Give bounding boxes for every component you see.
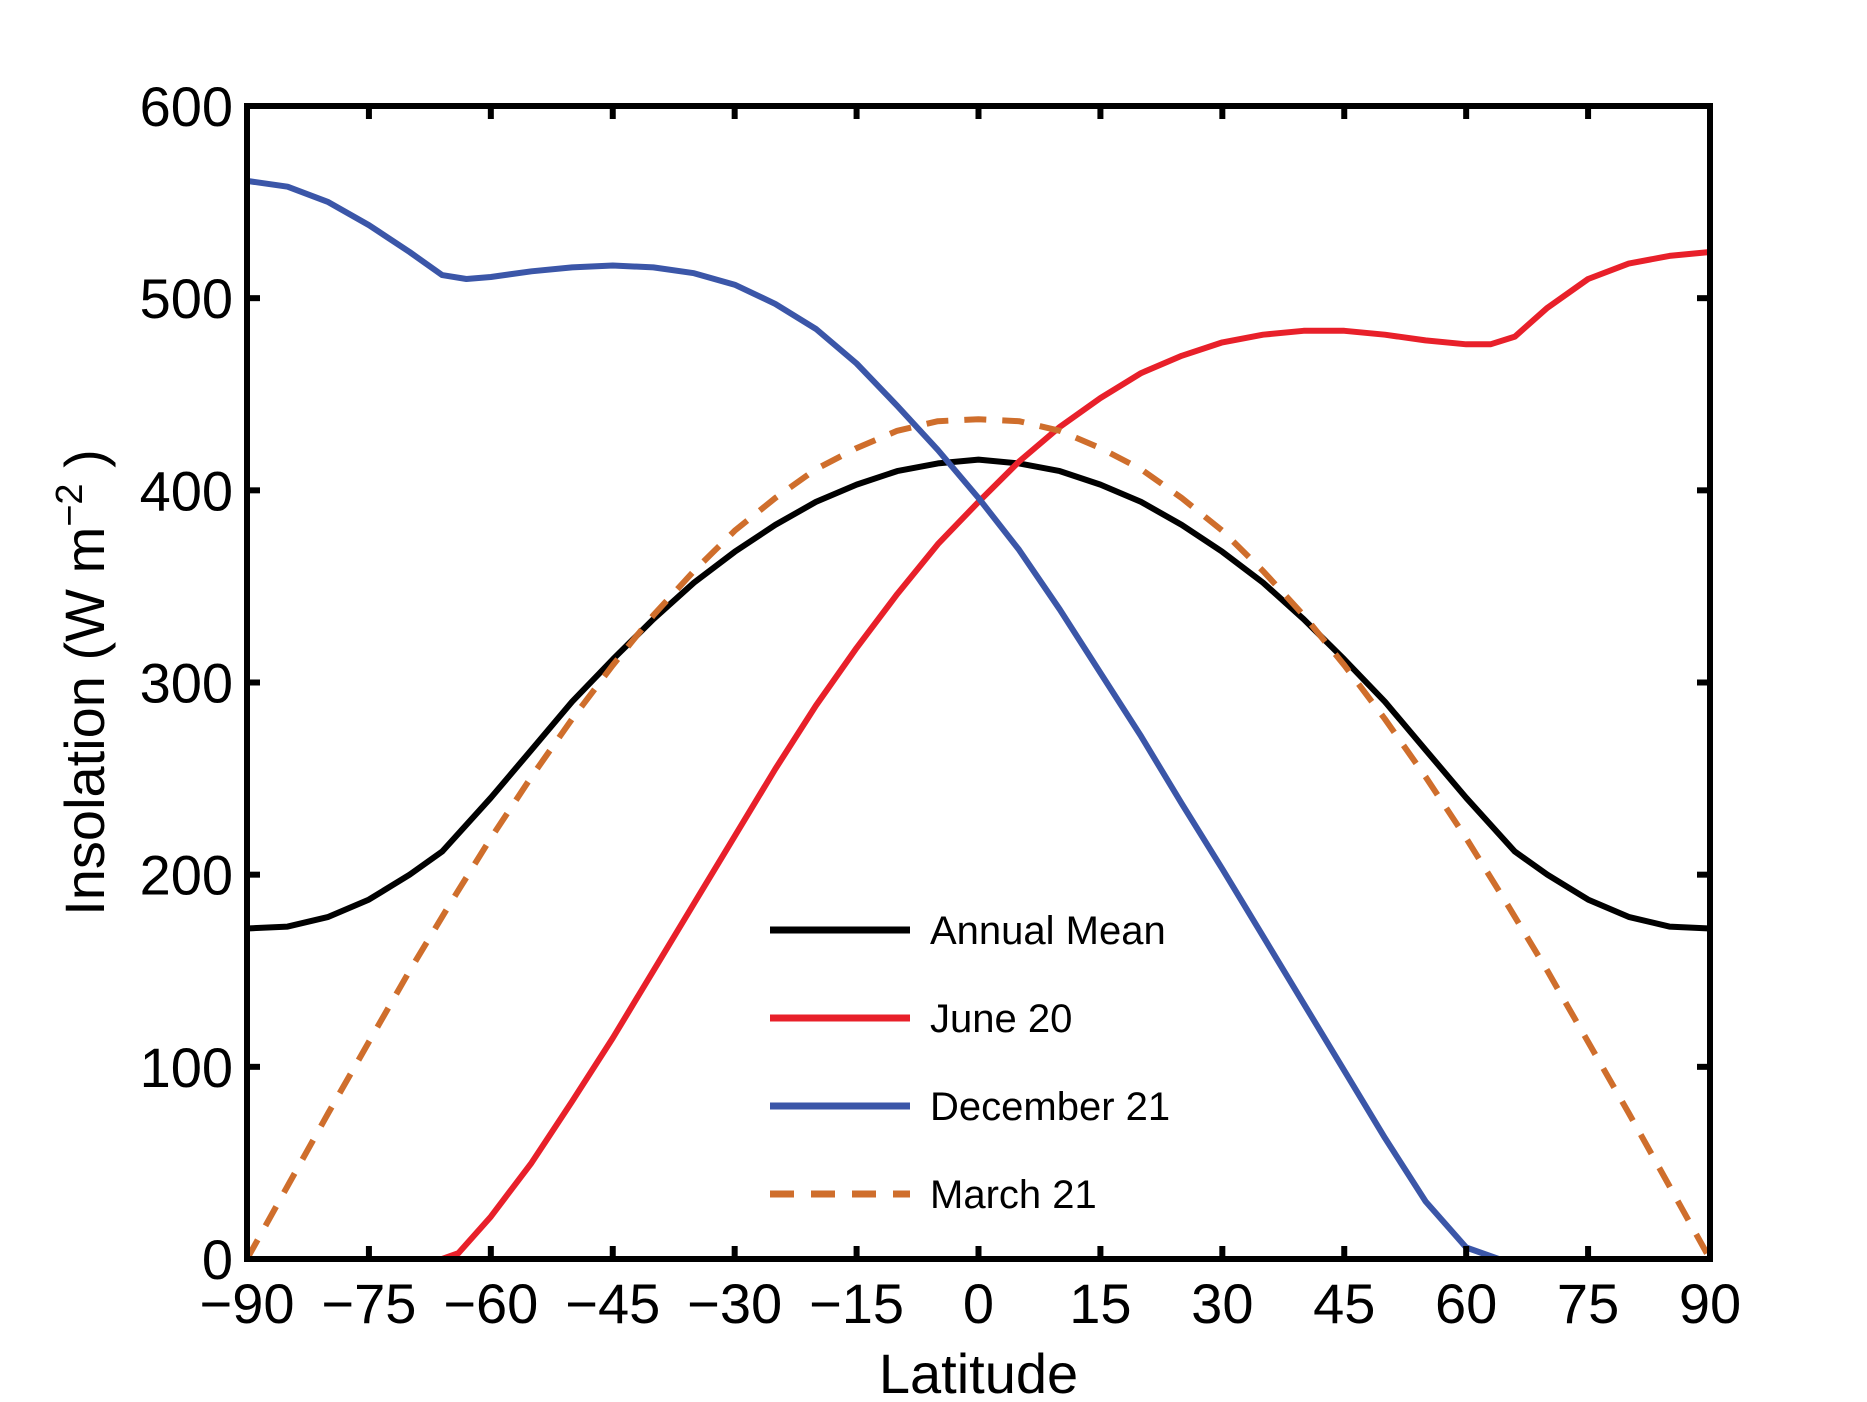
legend-label-december-21: December 21 [930, 1085, 1170, 1129]
legend-label-march-21: March 21 [930, 1173, 1097, 1217]
x-tick-label: −60 [443, 1272, 538, 1335]
y-axis-label: Insolation (W m−2 ) [49, 449, 116, 916]
x-tick-labels: −90 −75 −60 −45 −30 −15 0 15 30 45 60 75 90 [200, 1272, 1742, 1335]
x-tick-label: 0 [963, 1272, 994, 1335]
x-tick-label: 30 [1191, 1272, 1253, 1335]
x-tick-label: 75 [1557, 1272, 1619, 1335]
y-axis-label-superscript: −2 [49, 483, 91, 526]
legend-label-june-20: June 20 [930, 997, 1072, 1041]
plot-area-frame [244, 103, 1713, 1262]
x-tick-label: −15 [809, 1272, 904, 1335]
x-tick-label: −30 [687, 1272, 782, 1335]
series-line-march-21 [244, 416, 1713, 1261]
series-line-december-21 [246, 177, 1710, 1262]
y-tick-label: 0 [202, 1228, 233, 1291]
series-line-june-20 [247, 249, 1711, 1262]
y-tick-label: 500 [140, 267, 233, 330]
y-tick-label: 600 [140, 75, 233, 138]
x-axis-label: Latitude [879, 1342, 1078, 1402]
y-tick-label: 300 [140, 652, 233, 715]
y-tick-labels: 0 100 200 300 400 500 600 [140, 75, 233, 1291]
x-tick-label: −90 [200, 1272, 295, 1335]
y-axis-label-close: ) [53, 449, 116, 483]
x-tick-label: 60 [1435, 1272, 1497, 1335]
y-tick-label: 200 [140, 844, 233, 907]
x-tick-label: −75 [321, 1272, 416, 1335]
y-axis-label-main: Insolation (W m [53, 527, 116, 916]
x-tick-label: 90 [1679, 1272, 1741, 1335]
legend-label-annual-mean: Annual Mean [930, 909, 1166, 953]
y-tick-label: 400 [140, 459, 233, 522]
x-tick-label: 45 [1313, 1272, 1375, 1335]
x-tick-label: −45 [565, 1272, 660, 1335]
x-tick-label: 15 [1069, 1272, 1131, 1335]
series-line-annual-mean [246, 456, 1711, 932]
legend: Annual Mean June 20 December 21 March 21 [770, 909, 1170, 1217]
series-layer [244, 177, 1713, 1262]
y-tick-label: 100 [140, 1036, 233, 1099]
